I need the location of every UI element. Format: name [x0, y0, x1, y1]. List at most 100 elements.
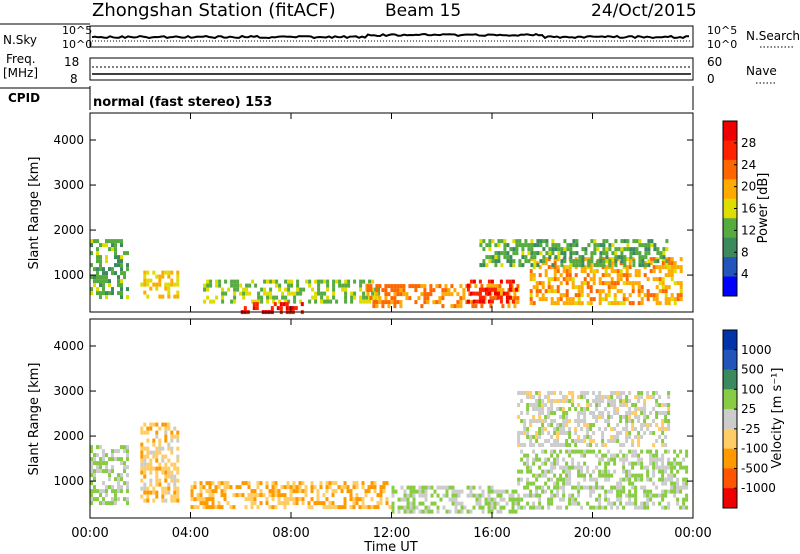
velocity-echo-cell: [412, 501, 416, 506]
power-echo-cell: [592, 269, 596, 274]
power-echo-cell: [248, 283, 252, 288]
velocity-echo-cell: [640, 435, 644, 439]
velocity-echo-cell: [424, 489, 428, 494]
velocity-echo-cell: [520, 411, 524, 415]
power-echo-cell: [592, 297, 596, 302]
velocity-echo-cell: [544, 395, 548, 399]
power-colorbar-tick-label: 24: [741, 158, 756, 172]
power-echo-cell: [628, 281, 632, 286]
velocity-echo-cell: [161, 498, 165, 503]
power-echo-cell: [206, 279, 210, 284]
power-echo-cell: [494, 243, 498, 248]
velocity-echo-cell: [619, 415, 623, 419]
power-echo-cell: [571, 277, 575, 282]
power-echo-cell: [521, 251, 525, 256]
velocity-echo-cell: [541, 505, 545, 510]
power-ylabel: Slant Range [km]: [27, 157, 42, 270]
power-echo-cell: [644, 243, 648, 248]
power-echo-cell: [435, 300, 439, 305]
power-colorbar-segment: [723, 159, 737, 180]
velocity-echo-cell: [646, 477, 650, 482]
velocity-echo-cell: [526, 407, 530, 411]
velocity-echo-cell: [655, 391, 659, 395]
velocity-echo-cell: [601, 431, 605, 435]
velocity-echo-cell: [161, 446, 165, 451]
power-echo-cell: [640, 301, 644, 306]
power-echo-cell: [616, 289, 620, 294]
velocity-echo-cell: [538, 411, 542, 415]
velocity-echo-cell: [562, 485, 566, 490]
power-echo-cell: [126, 295, 129, 300]
power-echo-cell: [441, 296, 445, 301]
velocity-echo-cell: [478, 505, 482, 510]
power-echo-cell: [490, 299, 494, 304]
velocity-echo-cell: [544, 473, 548, 478]
velocity-echo-cell: [176, 434, 180, 439]
power-echo-cell: [670, 293, 674, 298]
velocity-echo-cell: [541, 461, 545, 466]
power-echo-cell: [287, 287, 291, 292]
velocity-echo-cell: [550, 399, 554, 403]
power-echo-cell: [126, 251, 129, 256]
velocity-echo-cell: [640, 423, 644, 427]
velocity-echo-cell: [152, 438, 156, 443]
velocity-echo-cell: [601, 435, 605, 439]
power-echo-cell: [260, 287, 264, 292]
power-echo-cell: [317, 287, 321, 292]
velocity-echo-cell: [205, 501, 209, 506]
power-echo-cell: [426, 292, 430, 297]
power-echo-cell: [625, 277, 629, 282]
power-echo-cell: [577, 289, 581, 294]
velocity-echo-cell: [295, 501, 299, 506]
velocity-echo-cell: [562, 469, 566, 474]
velocity-echo-cell: [565, 431, 569, 435]
power-echo-cell: [515, 251, 519, 256]
power-echo-cell: [521, 263, 525, 268]
time-tick-label: 20:00: [574, 526, 611, 541]
velocity-echo-cell: [373, 489, 377, 494]
power-echo-cell: [236, 283, 240, 288]
velocity-echo-cell: [445, 509, 449, 514]
velocity-echo-cell: [268, 489, 272, 494]
velocity-echo-cell: [164, 486, 168, 491]
power-echo-cell: [362, 291, 366, 296]
velocity-echo-cell: [667, 461, 671, 466]
power-echo-cell: [584, 251, 588, 256]
velocity-echo-cell: [490, 509, 494, 514]
velocity-colorbar-segment: [723, 349, 737, 371]
velocity-echo-cell: [208, 497, 212, 502]
velocity-echo-cell: [583, 395, 587, 399]
velocity-echo-cell: [667, 501, 671, 506]
velocity-echo-cell: [176, 438, 180, 443]
velocity-echo-cell: [343, 481, 347, 486]
velocity-echo-cell: [117, 497, 120, 502]
power-echo-cell: [553, 269, 557, 274]
power-echo-cell: [646, 297, 650, 302]
power-echo-cell: [598, 301, 602, 306]
velocity-echo-cell: [592, 485, 596, 490]
freq-tick-high: 18: [64, 55, 79, 69]
velocity-echo-cell: [247, 485, 251, 490]
velocity-echo-cell: [568, 497, 572, 502]
power-echo-cell: [646, 289, 650, 294]
velocity-echo-cell: [199, 501, 203, 506]
velocity-echo-cell: [553, 427, 557, 431]
velocity-echo-cell: [640, 501, 644, 506]
velocity-echo-cell: [559, 423, 563, 427]
velocity-echo-cell: [574, 419, 578, 423]
velocity-echo-cell: [523, 419, 527, 423]
velocity-echo-cell: [430, 485, 434, 490]
power-echo-cell: [575, 263, 579, 268]
power-echo-cell: [233, 295, 237, 300]
power-echo-cell: [635, 247, 639, 252]
power-echo-cell: [269, 287, 273, 292]
velocity-echo-cell: [634, 493, 638, 498]
velocity-echo-cell: [685, 485, 689, 490]
velocity-echo-cell: [586, 403, 590, 407]
velocity-echo-cell: [649, 431, 653, 435]
power-echo-cell: [581, 263, 585, 268]
power-echo-cell: [593, 243, 597, 248]
velocity-colorbar: [723, 330, 737, 509]
velocity-echo-cell: [93, 485, 96, 490]
power-echo-cell: [296, 283, 300, 288]
